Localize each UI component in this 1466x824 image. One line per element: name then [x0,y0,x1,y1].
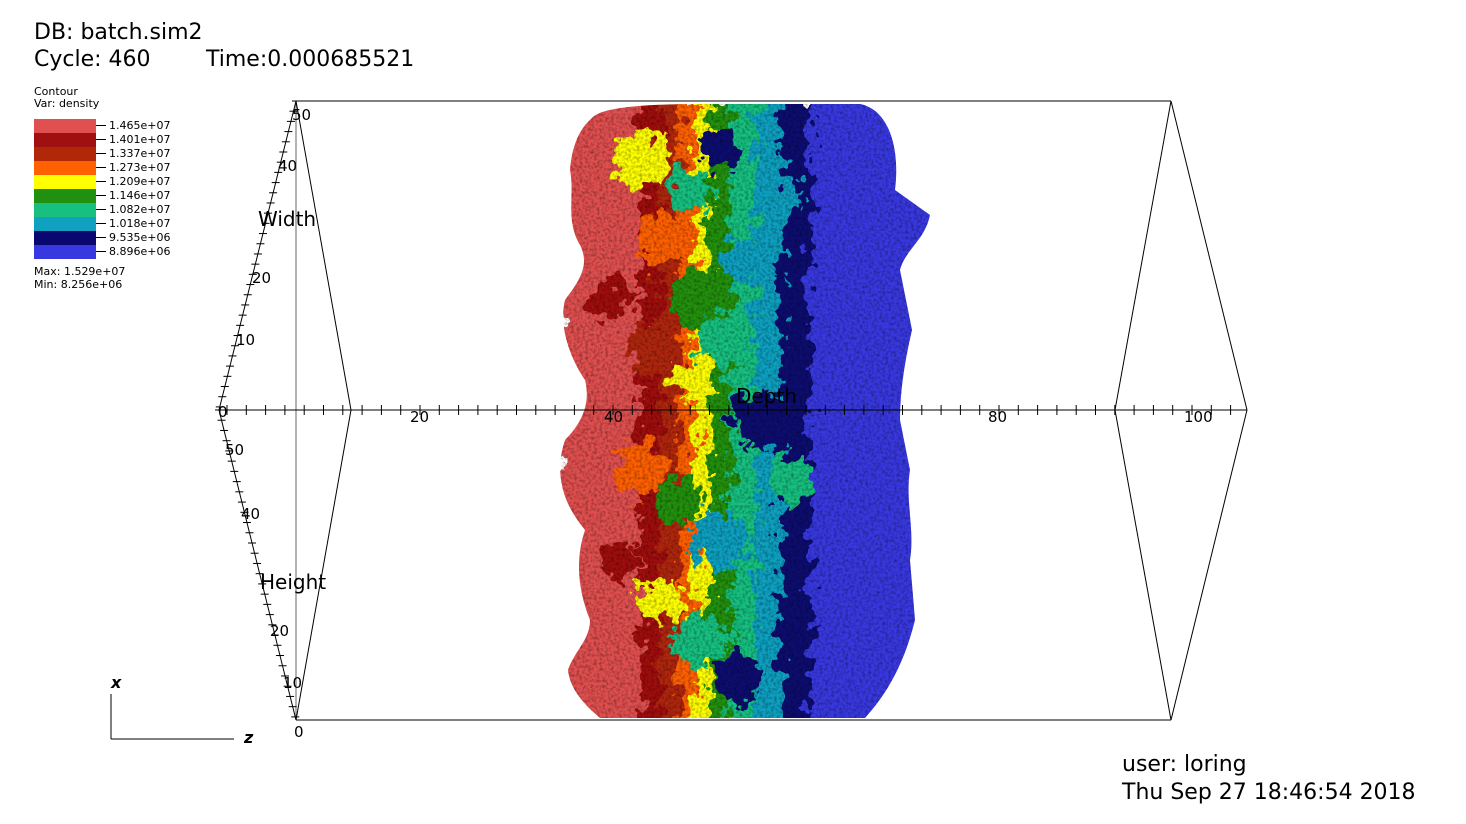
triad-z-label: z [243,728,254,747]
depth-tick-100: 100 [1184,408,1213,426]
legend-tick [96,251,106,252]
legend-tick [96,153,106,154]
legend-label: 1.018e+07 [109,217,171,230]
legend-tick [96,237,106,238]
legend-row: 1.465e+07 [34,119,184,133]
legend-row: 1.209e+07 [34,175,184,189]
database-label: DB: batch.sim2 [34,20,203,45]
height-tick-20: 20 [270,622,289,640]
legend-swatch [34,161,96,175]
time-label: Time:0.000685521 [206,47,415,72]
depth-tick-80: 80 [988,408,1007,426]
legend-row: 1.082e+07 [34,203,184,217]
depth-axis-title: Depth [736,384,797,408]
legend-tick [96,139,106,140]
legend-tick [96,209,106,210]
legend-row: 1.146e+07 [34,189,184,203]
legend-label: 1.209e+07 [109,175,171,188]
legend-min: Min: 8.256e+06 [34,278,123,291]
legend-swatch [34,203,96,217]
legend-label: 1.465e+07 [109,119,171,132]
depth-tick-20: 20 [410,408,429,426]
width-tick-10: 10 [236,331,255,349]
width-tick-20: 20 [252,269,271,287]
legend-swatch [34,147,96,161]
bounding-box [218,100,1248,721]
legend-label: 1.146e+07 [109,189,171,202]
width-tick-0: 0 [218,403,228,421]
width-axis-title: Width [258,207,316,231]
height-tick-0: 0 [294,723,304,741]
legend-row: 1.018e+07 [34,217,184,231]
axis-ticks [215,100,1232,718]
legend-plot-type: Contour [34,85,78,98]
legend-label: 1.401e+07 [109,133,171,146]
legend-row: 8.896e+06 [34,245,184,259]
axis-triad: x z [110,673,254,747]
legend-row: 1.401e+07 [34,133,184,147]
legend-max: Max: 1.529e+07 [34,265,126,278]
legend-swatch [34,133,96,147]
legend-tick [96,167,106,168]
width-tick-50: 50 [292,106,311,124]
legend-swatch [34,175,96,189]
width-tick-40: 40 [278,157,297,175]
legend-tick [96,195,106,196]
user-label: user: loring [1122,752,1247,777]
date-label: Thu Sep 27 18:46:54 2018 [1122,780,1416,805]
height-tick-40: 40 [241,505,260,523]
legend-swatch [34,119,96,133]
legend-label: 8.896e+06 [109,245,171,258]
legend-label: 1.337e+07 [109,147,171,160]
legend-row: 1.273e+07 [34,161,184,175]
cycle-label: Cycle: 460 [34,47,151,72]
height-tick-50: 50 [225,441,244,459]
legend-row: 9.535e+06 [34,231,184,245]
legend-label: 1.273e+07 [109,161,171,174]
height-tick-10: 10 [283,674,302,692]
contour-legend: 1.465e+07 1.401e+07 1.337e+07 1.273e+07 1.20… [34,119,184,259]
density-contour-slab [560,104,930,718]
legend-label: 1.082e+07 [109,203,171,216]
legend-tick [96,223,106,224]
height-axis-title: Height [260,570,326,594]
legend-swatch [34,231,96,245]
legend-swatch [34,217,96,231]
legend-swatch [34,245,96,259]
legend-row: 1.337e+07 [34,147,184,161]
legend-label: 9.535e+06 [109,231,171,244]
legend-swatch [34,189,96,203]
legend-tick [96,181,106,182]
legend-tick [96,125,106,126]
legend-variable: Var: density [34,97,100,110]
triad-x-label: x [110,673,122,692]
depth-tick-40: 40 [604,408,623,426]
